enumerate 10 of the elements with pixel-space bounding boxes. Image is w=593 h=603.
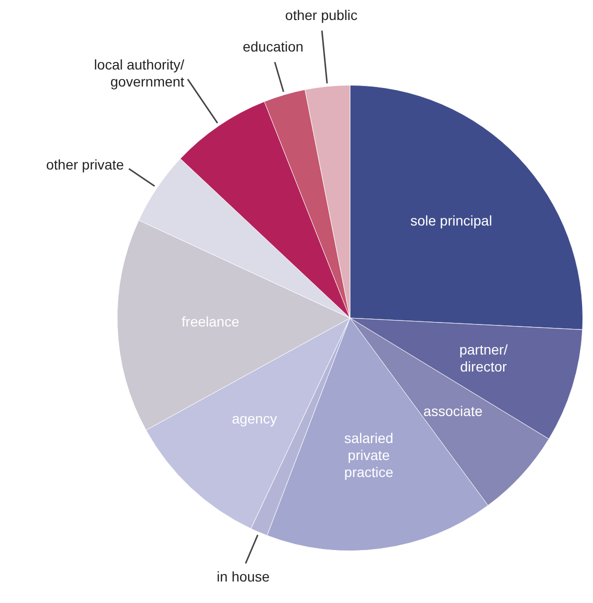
slice-label: other private: [46, 156, 124, 172]
slice-label: in house: [216, 568, 270, 584]
slice-label: salaried private practice: [344, 430, 394, 480]
slice-label: associate: [423, 403, 483, 420]
slice-label: partner/director: [459, 341, 508, 374]
slice-label: sole principal: [410, 212, 492, 229]
slice-label: agency: [232, 410, 277, 427]
slice-label: local authority/government: [94, 56, 184, 90]
slice-label: education: [242, 38, 304, 55]
slice-label: other public: [285, 7, 358, 24]
